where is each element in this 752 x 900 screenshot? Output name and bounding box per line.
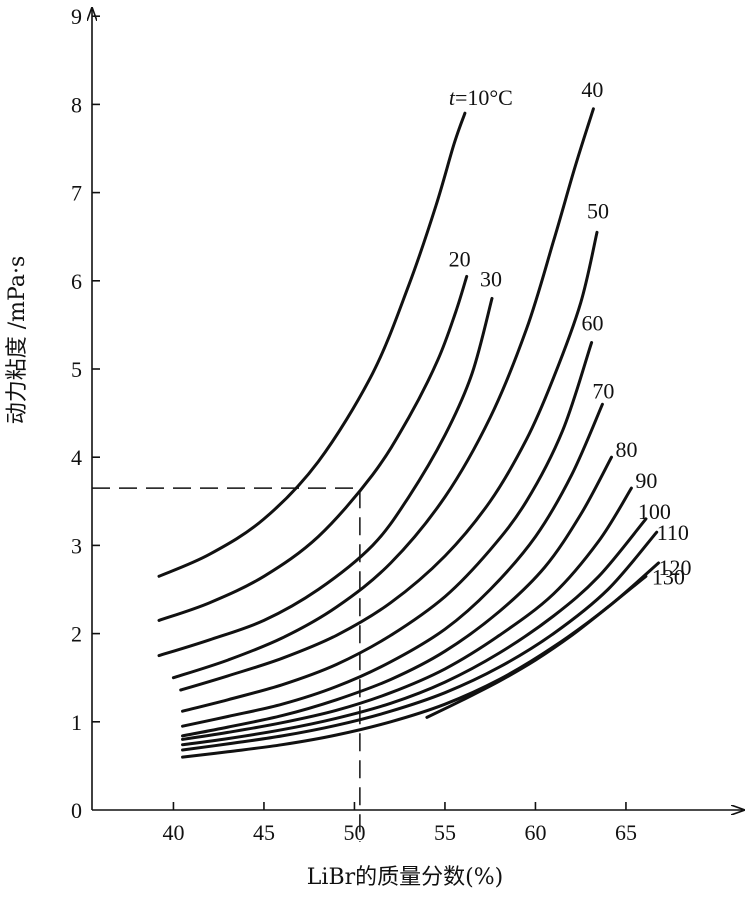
series-label-50: 50	[587, 198, 609, 223]
y-tick-label: 0	[71, 798, 82, 823]
x-tick-label: 50	[343, 820, 365, 845]
y-tick-label: 9	[71, 4, 82, 29]
series-label-20: 20	[449, 246, 471, 271]
x-tick-label: 40	[162, 820, 184, 845]
x-tick-label: 45	[253, 820, 275, 845]
series-curve-130	[425, 574, 648, 719]
series-label-40: 40	[581, 77, 603, 102]
y-axis: 0 1 2 3 4 5 6 7 8 9	[71, 4, 100, 823]
series-curve-100	[181, 517, 648, 747]
series-label-30: 30	[480, 266, 502, 291]
y-tick-label: 6	[71, 269, 82, 294]
y-tick-label: 7	[71, 181, 82, 206]
series-label-110: 110	[657, 520, 689, 545]
y-tick-label: 8	[71, 92, 82, 117]
series-label-130: 130	[652, 564, 685, 589]
series-label-120: 120	[659, 555, 692, 580]
dashed-guide-line	[92, 487, 361, 842]
series-label-80: 80	[615, 437, 637, 462]
series-curve-90	[181, 486, 633, 741]
series-curve-80	[181, 455, 613, 738]
series-label-70: 70	[592, 378, 614, 403]
y-tick-label: 2	[71, 622, 82, 647]
series-curve-10	[157, 111, 467, 578]
x-tick-label: 60	[524, 820, 546, 845]
y-tick-label: 5	[71, 357, 82, 382]
series-curve-60	[181, 341, 594, 713]
y-tick-label: 4	[71, 445, 82, 470]
y-axis-title: 动力粘度 /mPa·s	[5, 256, 30, 424]
dashed-reading-guide	[92, 487, 361, 842]
x-axis: 40 45 50 55 60 65	[92, 802, 744, 845]
series-label-60: 60	[582, 311, 604, 336]
series-curve-20	[157, 274, 469, 622]
series-curve-40	[171, 107, 595, 680]
x-tick-label: 55	[434, 820, 456, 845]
y-tick-label: 3	[71, 533, 82, 558]
x-axis-title: LiBr的质量分数(%)	[307, 865, 503, 890]
series-label-90: 90	[635, 468, 657, 493]
series-label-100: 100	[638, 499, 671, 524]
series-curve-50	[179, 230, 599, 692]
series-curves	[157, 107, 660, 759]
y-tick-label: 1	[71, 710, 82, 735]
series-label-10: t=10°C	[449, 85, 513, 110]
x-tick-label: 65	[615, 820, 637, 845]
series-curve-110	[181, 530, 659, 752]
series-curve-70	[181, 402, 604, 728]
series-curve-30	[157, 296, 494, 658]
